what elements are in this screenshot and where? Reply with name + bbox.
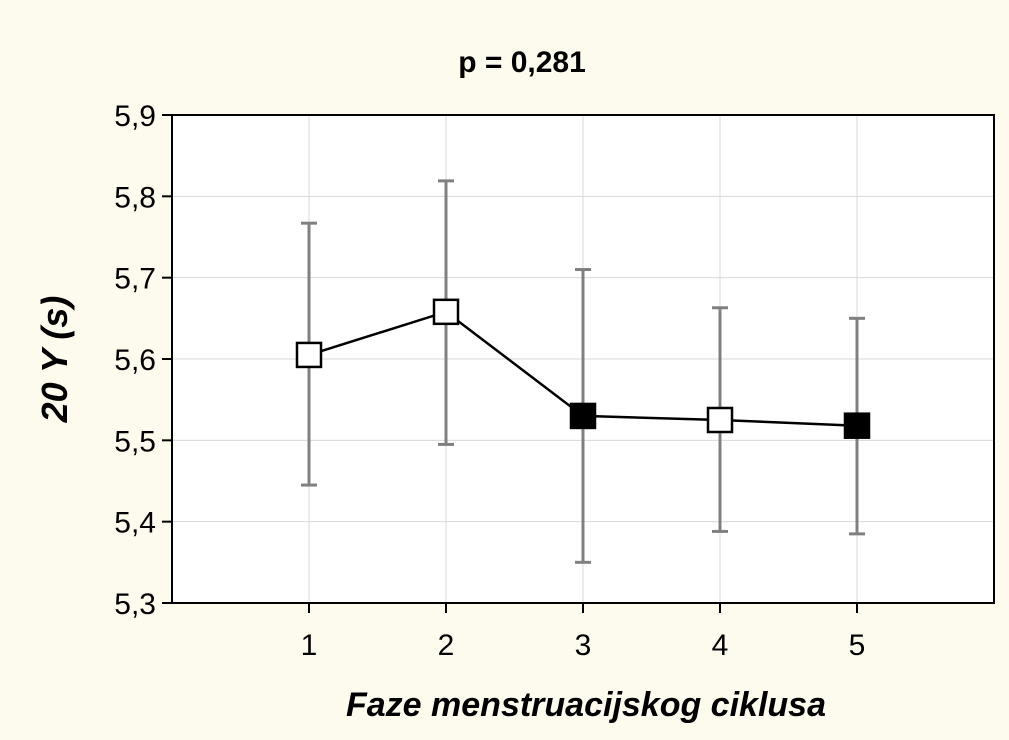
y-tick-label: 5,5	[114, 425, 156, 458]
y-tick-label: 5,4	[114, 507, 156, 540]
x-tick-label: 1	[301, 629, 318, 662]
y-tick-label: 5,9	[114, 100, 156, 133]
y-tick-label: 5,8	[114, 181, 156, 214]
x-tick-label: 3	[575, 629, 592, 662]
chart-title: p = 0,281	[458, 46, 586, 79]
y-axis-label: 20 Y (s)	[34, 296, 75, 424]
x-axis-label: Faze menstruacijskog ciklusa	[346, 686, 826, 724]
data-point	[569, 402, 597, 430]
data-point	[706, 406, 734, 434]
ticks: 5,3 5,4 5,5 5,6 5,7 5,8 5,9 1 2 3 4 5	[114, 100, 865, 662]
y-tick-label: 5,6	[114, 344, 156, 377]
data-point	[432, 298, 460, 326]
x-tick-label: 4	[712, 629, 729, 662]
x-tick-label: 2	[438, 629, 455, 662]
y-tick-label: 5,3	[114, 588, 156, 621]
x-tick-label: 5	[849, 629, 866, 662]
markers	[295, 298, 871, 439]
data-point	[843, 412, 871, 439]
y-tick-label: 5,7	[114, 263, 156, 296]
data-point	[295, 341, 323, 369]
